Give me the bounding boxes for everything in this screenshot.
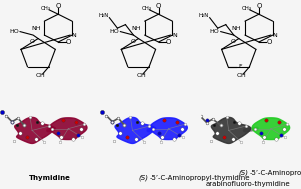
Text: O: O — [30, 39, 35, 44]
Text: H₂N: H₂N — [98, 13, 109, 19]
Text: O: O — [266, 39, 272, 45]
Text: HO: HO — [110, 29, 119, 34]
Text: CH₃: CH₃ — [41, 6, 51, 12]
Text: N: N — [272, 33, 277, 38]
Text: O: O — [166, 39, 171, 45]
Text: N: N — [172, 33, 177, 38]
Text: H₂N: H₂N — [198, 13, 209, 19]
Text: arabinofluoro-thymidine: arabinofluoro-thymidine — [206, 181, 291, 187]
Text: NH: NH — [31, 26, 41, 31]
Polygon shape — [252, 118, 290, 139]
Text: -5’-C-Aminopropyl-thymidine: -5’-C-Aminopropyl-thymidine — [150, 175, 250, 181]
Text: OH: OH — [36, 73, 45, 78]
Text: NH: NH — [232, 26, 241, 31]
Polygon shape — [150, 118, 187, 139]
Text: OH: OH — [237, 73, 246, 78]
Text: OH: OH — [136, 73, 146, 78]
Polygon shape — [15, 117, 54, 143]
Text: O: O — [231, 39, 236, 44]
Text: O: O — [256, 3, 262, 9]
Text: N: N — [72, 33, 76, 38]
Text: O: O — [156, 3, 161, 9]
Text: HO: HO — [210, 29, 220, 34]
Text: O: O — [55, 3, 61, 9]
Text: F: F — [238, 64, 242, 69]
Text: NH: NH — [131, 26, 141, 31]
Polygon shape — [115, 117, 154, 143]
Text: HO: HO — [9, 29, 19, 34]
Text: O: O — [66, 39, 71, 45]
Polygon shape — [211, 117, 251, 143]
Polygon shape — [49, 118, 87, 139]
Text: (S): (S) — [238, 170, 248, 176]
Text: -5’-C-Aminopropyl-2’-: -5’-C-Aminopropyl-2’- — [250, 170, 301, 176]
Text: CH₃: CH₃ — [141, 6, 151, 12]
Text: CH₃: CH₃ — [242, 6, 252, 12]
Text: Thymidine: Thymidine — [29, 175, 71, 181]
Text: O: O — [130, 39, 135, 44]
Text: (S): (S) — [138, 174, 148, 181]
